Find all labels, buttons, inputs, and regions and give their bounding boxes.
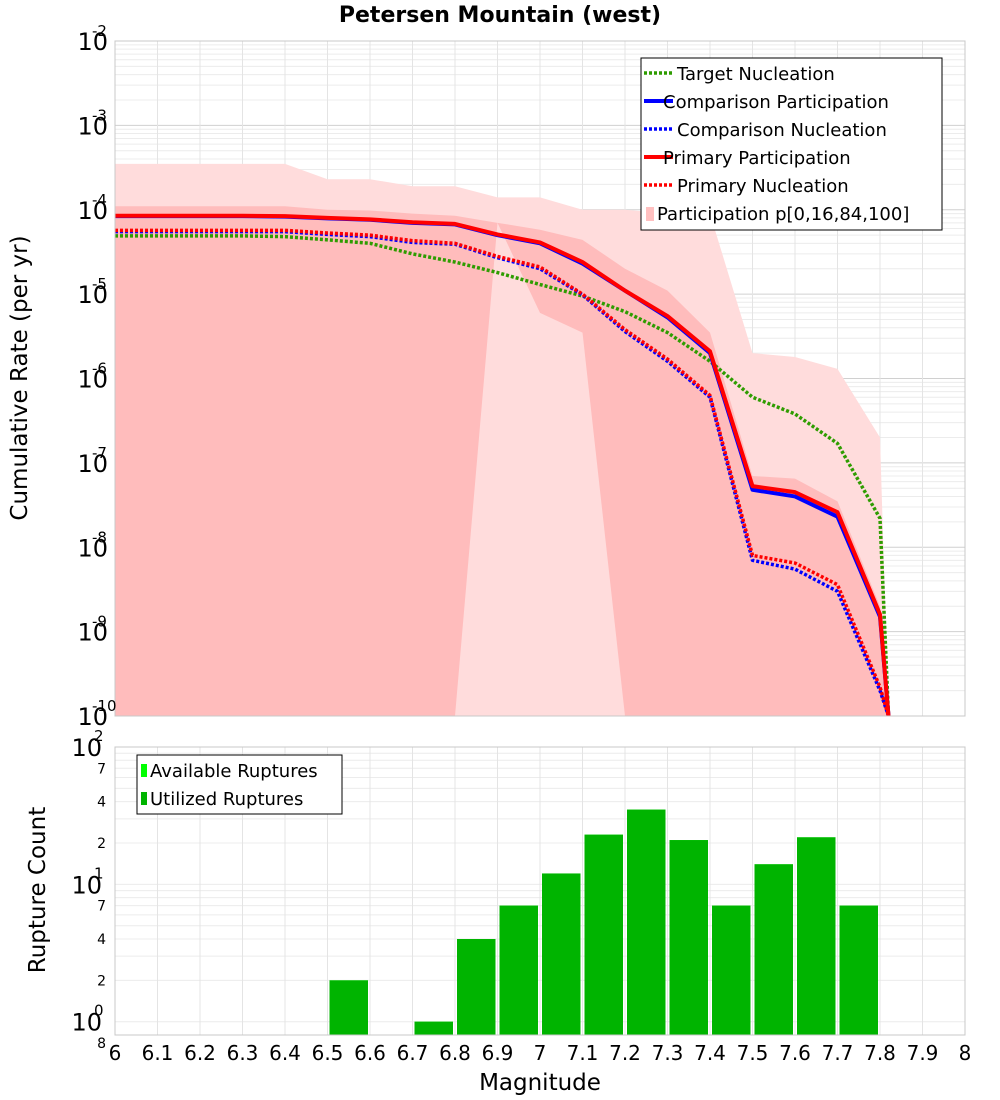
- bottom-legend-label: Utilized Ruptures: [150, 789, 303, 810]
- legend-label: Target Nucleation: [676, 64, 835, 85]
- x-tick-label: 7.3: [652, 1041, 684, 1065]
- x-tick-label: 6.6: [354, 1041, 386, 1065]
- x-tick-label: 6.8: [439, 1041, 471, 1065]
- legend-label: Participation p[0,16,84,100]: [657, 204, 909, 225]
- x-tick-label: 6.2: [184, 1041, 216, 1065]
- x-tick-label: 7.9: [907, 1041, 939, 1065]
- bottom-y-tick-label: 4: [97, 932, 106, 948]
- top-y-tick-label: 10: [77, 450, 108, 478]
- bottom-legend-label: Available Ruptures: [150, 761, 318, 782]
- x-tick-label: 6.4: [269, 1041, 301, 1065]
- legend-box: [640, 57, 943, 231]
- bottom-y-tick-label: 10: [71, 871, 102, 899]
- x-tick-label: 7.1: [567, 1041, 599, 1065]
- bar-utilized-ruptures: [669, 840, 708, 1035]
- legend-swatch-band: [646, 207, 654, 221]
- bottom-y-tick-exponent: 0: [94, 1002, 104, 1020]
- x-tick-label: 7: [534, 1041, 547, 1065]
- legend-label: Comparison Nucleation: [677, 120, 887, 141]
- bottom-y-tick-label: 2: [97, 973, 106, 989]
- bar-utilized-ruptures: [584, 834, 623, 1035]
- top-y-tick-exponent: -2: [92, 22, 107, 40]
- legend-label: Comparison Participation: [663, 92, 889, 113]
- x-tick-label: 7.6: [779, 1041, 811, 1065]
- top-y-tick-label: 10: [77, 281, 108, 309]
- top-y-tick-label: 10: [77, 197, 108, 225]
- bar-utilized-ruptures: [542, 873, 581, 1035]
- bottom-y-tick-label: 7: [97, 899, 106, 915]
- top-y-tick-exponent: -3: [92, 106, 107, 124]
- x-tick-label: 7.2: [609, 1041, 641, 1065]
- bottom-y-tick-label: 4: [97, 795, 106, 811]
- bottom-legend-swatch: [141, 792, 147, 805]
- top-y-tick-exponent: -9: [92, 613, 107, 631]
- bar-utilized-ruptures: [457, 939, 496, 1035]
- bar-utilized-ruptures: [754, 864, 793, 1035]
- bar-utilized-ruptures: [839, 905, 878, 1035]
- x-tick-label: 7.7: [822, 1041, 854, 1065]
- x-tick-label: 7.8: [864, 1041, 896, 1065]
- chart-title: Petersen Mountain (west): [339, 3, 661, 28]
- x-tick-label: 7.4: [694, 1041, 726, 1065]
- top-y-tick-exponent: -6: [92, 360, 107, 378]
- bar-utilized-ruptures: [712, 905, 751, 1035]
- bottom-legend-box: [136, 754, 343, 815]
- bottom-legend-swatch: [141, 764, 147, 777]
- top-y-tick-exponent: -4: [92, 191, 107, 209]
- x-tick-label: 6.9: [482, 1041, 514, 1065]
- bar-utilized-ruptures: [499, 905, 538, 1035]
- bottom-plot-border: [114, 746, 966, 1036]
- bottom-y-axis-label: Rupture Count: [25, 807, 51, 973]
- bottom-y-tick-label: 7: [97, 761, 106, 777]
- bar-utilized-ruptures: [329, 980, 368, 1035]
- top-y-tick-label: 10: [77, 366, 108, 394]
- bar-utilized-ruptures: [627, 809, 666, 1035]
- legend-label: Primary Participation: [663, 148, 851, 169]
- top-y-tick-exponent: -5: [92, 275, 107, 293]
- x-tick-label: 7.5: [737, 1041, 769, 1065]
- top-y-tick-label: 10: [77, 534, 108, 562]
- participation-band-1: [115, 206, 889, 716]
- top-y-tick-exponent: -8: [92, 528, 107, 546]
- series-line-target-nucleation: [115, 234, 891, 717]
- x-tick-label: 6.1: [142, 1041, 174, 1065]
- bar-utilized-ruptures: [414, 1021, 453, 1035]
- top-y-tick-exponent: -7: [92, 444, 107, 462]
- bottom-y-tick-label: 8: [97, 1036, 106, 1052]
- bottom-y-tick-exponent: 1: [94, 864, 104, 882]
- top-y-tick-label: 10: [77, 703, 108, 731]
- bottom-y-tick-label: 10: [71, 1009, 102, 1037]
- top-y-tick-label: 10: [77, 619, 108, 647]
- legend-label: Primary Nucleation: [677, 176, 849, 197]
- top-y-tick-label: 10: [77, 112, 108, 140]
- bar-utilized-ruptures: [797, 837, 836, 1035]
- series-line-primary-participation: [115, 213, 891, 717]
- x-tick-label: 6.5: [312, 1041, 344, 1065]
- bottom-y-tick-label: 10: [71, 734, 102, 762]
- top-plot-border: [114, 40, 966, 717]
- x-tick-label: 6: [109, 1041, 122, 1065]
- bottom-y-tick-label: 2: [97, 836, 106, 852]
- top-y-axis-label: Cumulative Rate (per yr): [7, 235, 33, 520]
- bottom-y-tick-exponent: 2: [94, 727, 104, 745]
- x-tick-label: 6.7: [397, 1041, 429, 1065]
- series-line-primary-nucleation: [115, 228, 891, 717]
- x-tick-label: 6.3: [227, 1041, 259, 1065]
- x-tick-label: 8: [959, 1041, 972, 1065]
- top-plot-area: 10-1010-910-810-710-610-510-410-310-2Tar…: [77, 22, 966, 731]
- top-y-tick-exponent: -10: [92, 697, 117, 715]
- x-axis-label: Magnitude: [479, 1070, 601, 1096]
- top-y-tick-label: 10: [77, 28, 108, 56]
